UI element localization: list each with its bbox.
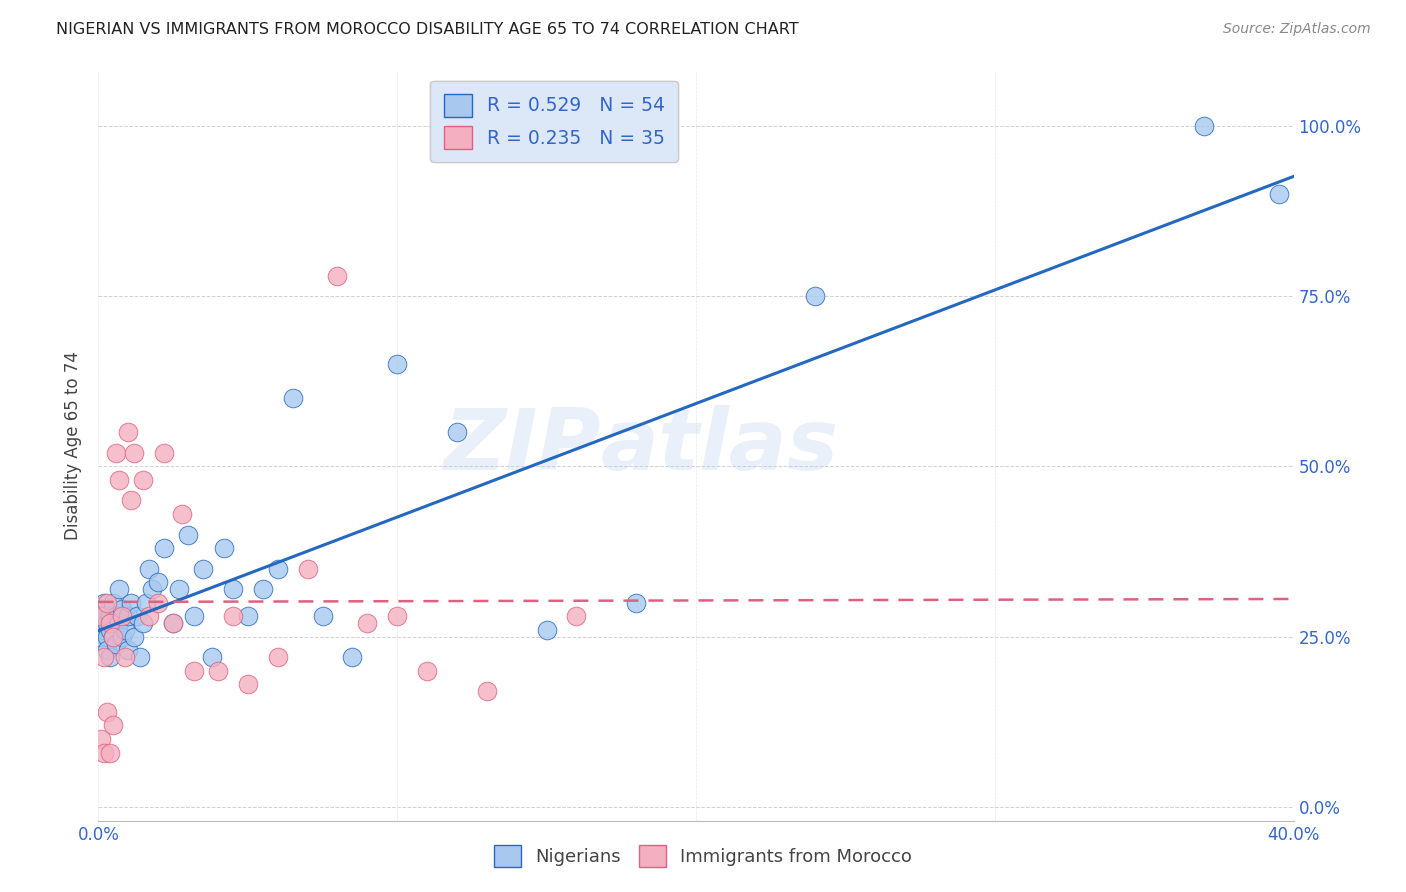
Text: NIGERIAN VS IMMIGRANTS FROM MOROCCO DISABILITY AGE 65 TO 74 CORRELATION CHART: NIGERIAN VS IMMIGRANTS FROM MOROCCO DISA… <box>56 22 799 37</box>
Point <box>385 357 409 371</box>
Point <box>252 582 274 596</box>
Point <box>565 609 588 624</box>
Point <box>201 650 224 665</box>
Text: Source: ZipAtlas.com: Source: ZipAtlas.com <box>1223 22 1371 37</box>
Point <box>117 609 139 624</box>
Point <box>222 582 245 596</box>
Point <box>342 650 364 665</box>
Point <box>120 493 142 508</box>
Point <box>222 609 245 624</box>
Point <box>281 392 304 406</box>
Point <box>111 602 134 616</box>
Point <box>117 643 139 657</box>
Point <box>167 582 190 596</box>
Point <box>148 575 170 590</box>
Point <box>120 596 142 610</box>
Point <box>111 630 134 644</box>
Point <box>90 602 112 616</box>
Point <box>93 746 115 760</box>
Y-axis label: Disability Age 65 to 74: Disability Age 65 to 74 <box>65 351 83 541</box>
Point <box>103 718 125 732</box>
Point <box>105 446 128 460</box>
Point <box>90 616 112 631</box>
Point <box>311 609 333 624</box>
Point <box>385 609 409 624</box>
Point <box>207 664 229 678</box>
Point <box>172 507 194 521</box>
Point <box>132 473 155 487</box>
Point <box>108 582 131 596</box>
Point <box>183 664 205 678</box>
Point <box>267 561 290 575</box>
Point <box>90 609 112 624</box>
Point <box>103 596 125 610</box>
Point <box>162 616 184 631</box>
Point <box>93 650 115 665</box>
Point <box>96 616 118 631</box>
Point <box>148 596 170 610</box>
Point <box>105 609 128 624</box>
Point <box>96 705 118 719</box>
Point <box>114 650 136 665</box>
Point <box>212 541 235 556</box>
Point <box>103 630 125 644</box>
Point <box>98 650 122 665</box>
Point <box>183 609 205 624</box>
Point <box>138 609 160 624</box>
Point <box>135 596 157 610</box>
Point <box>326 268 349 283</box>
Point <box>416 664 439 678</box>
Point <box>127 609 149 624</box>
Point <box>138 561 160 575</box>
Point <box>129 650 152 665</box>
Point <box>103 630 125 644</box>
Point <box>98 746 122 760</box>
Point <box>446 425 468 440</box>
Point <box>356 616 378 631</box>
Point <box>96 643 118 657</box>
Point <box>105 636 128 650</box>
Point <box>98 616 122 631</box>
Point <box>162 616 184 631</box>
Point <box>141 582 163 596</box>
Point <box>536 623 558 637</box>
Point <box>475 684 498 698</box>
Point <box>98 623 122 637</box>
Point <box>108 473 131 487</box>
Point <box>90 630 112 644</box>
Point <box>297 561 319 575</box>
Point <box>90 731 112 746</box>
Point <box>98 609 122 624</box>
Point <box>626 596 648 610</box>
Point <box>191 561 214 575</box>
Point <box>96 630 118 644</box>
Point <box>153 541 176 556</box>
Text: atlas: atlas <box>600 404 838 488</box>
Point <box>177 527 200 541</box>
Legend: R = 0.529   N = 54, R = 0.235   N = 35: R = 0.529 N = 54, R = 0.235 N = 35 <box>430 81 678 162</box>
Legend: Nigerians, Immigrants from Morocco: Nigerians, Immigrants from Morocco <box>486 838 920 874</box>
Point <box>236 677 259 691</box>
Point <box>93 623 115 637</box>
Point <box>132 616 155 631</box>
Point <box>124 446 146 460</box>
Point <box>93 596 115 610</box>
Point <box>93 609 115 624</box>
Point <box>236 609 259 624</box>
Point <box>117 425 139 440</box>
Point <box>96 596 118 610</box>
Point <box>804 289 827 303</box>
Point <box>1267 186 1289 201</box>
Point <box>111 609 134 624</box>
Point <box>1192 119 1215 133</box>
Point <box>108 616 131 631</box>
Point <box>267 650 290 665</box>
Point <box>153 446 176 460</box>
Point <box>124 630 146 644</box>
Text: ZIP: ZIP <box>443 404 600 488</box>
Point <box>114 623 136 637</box>
